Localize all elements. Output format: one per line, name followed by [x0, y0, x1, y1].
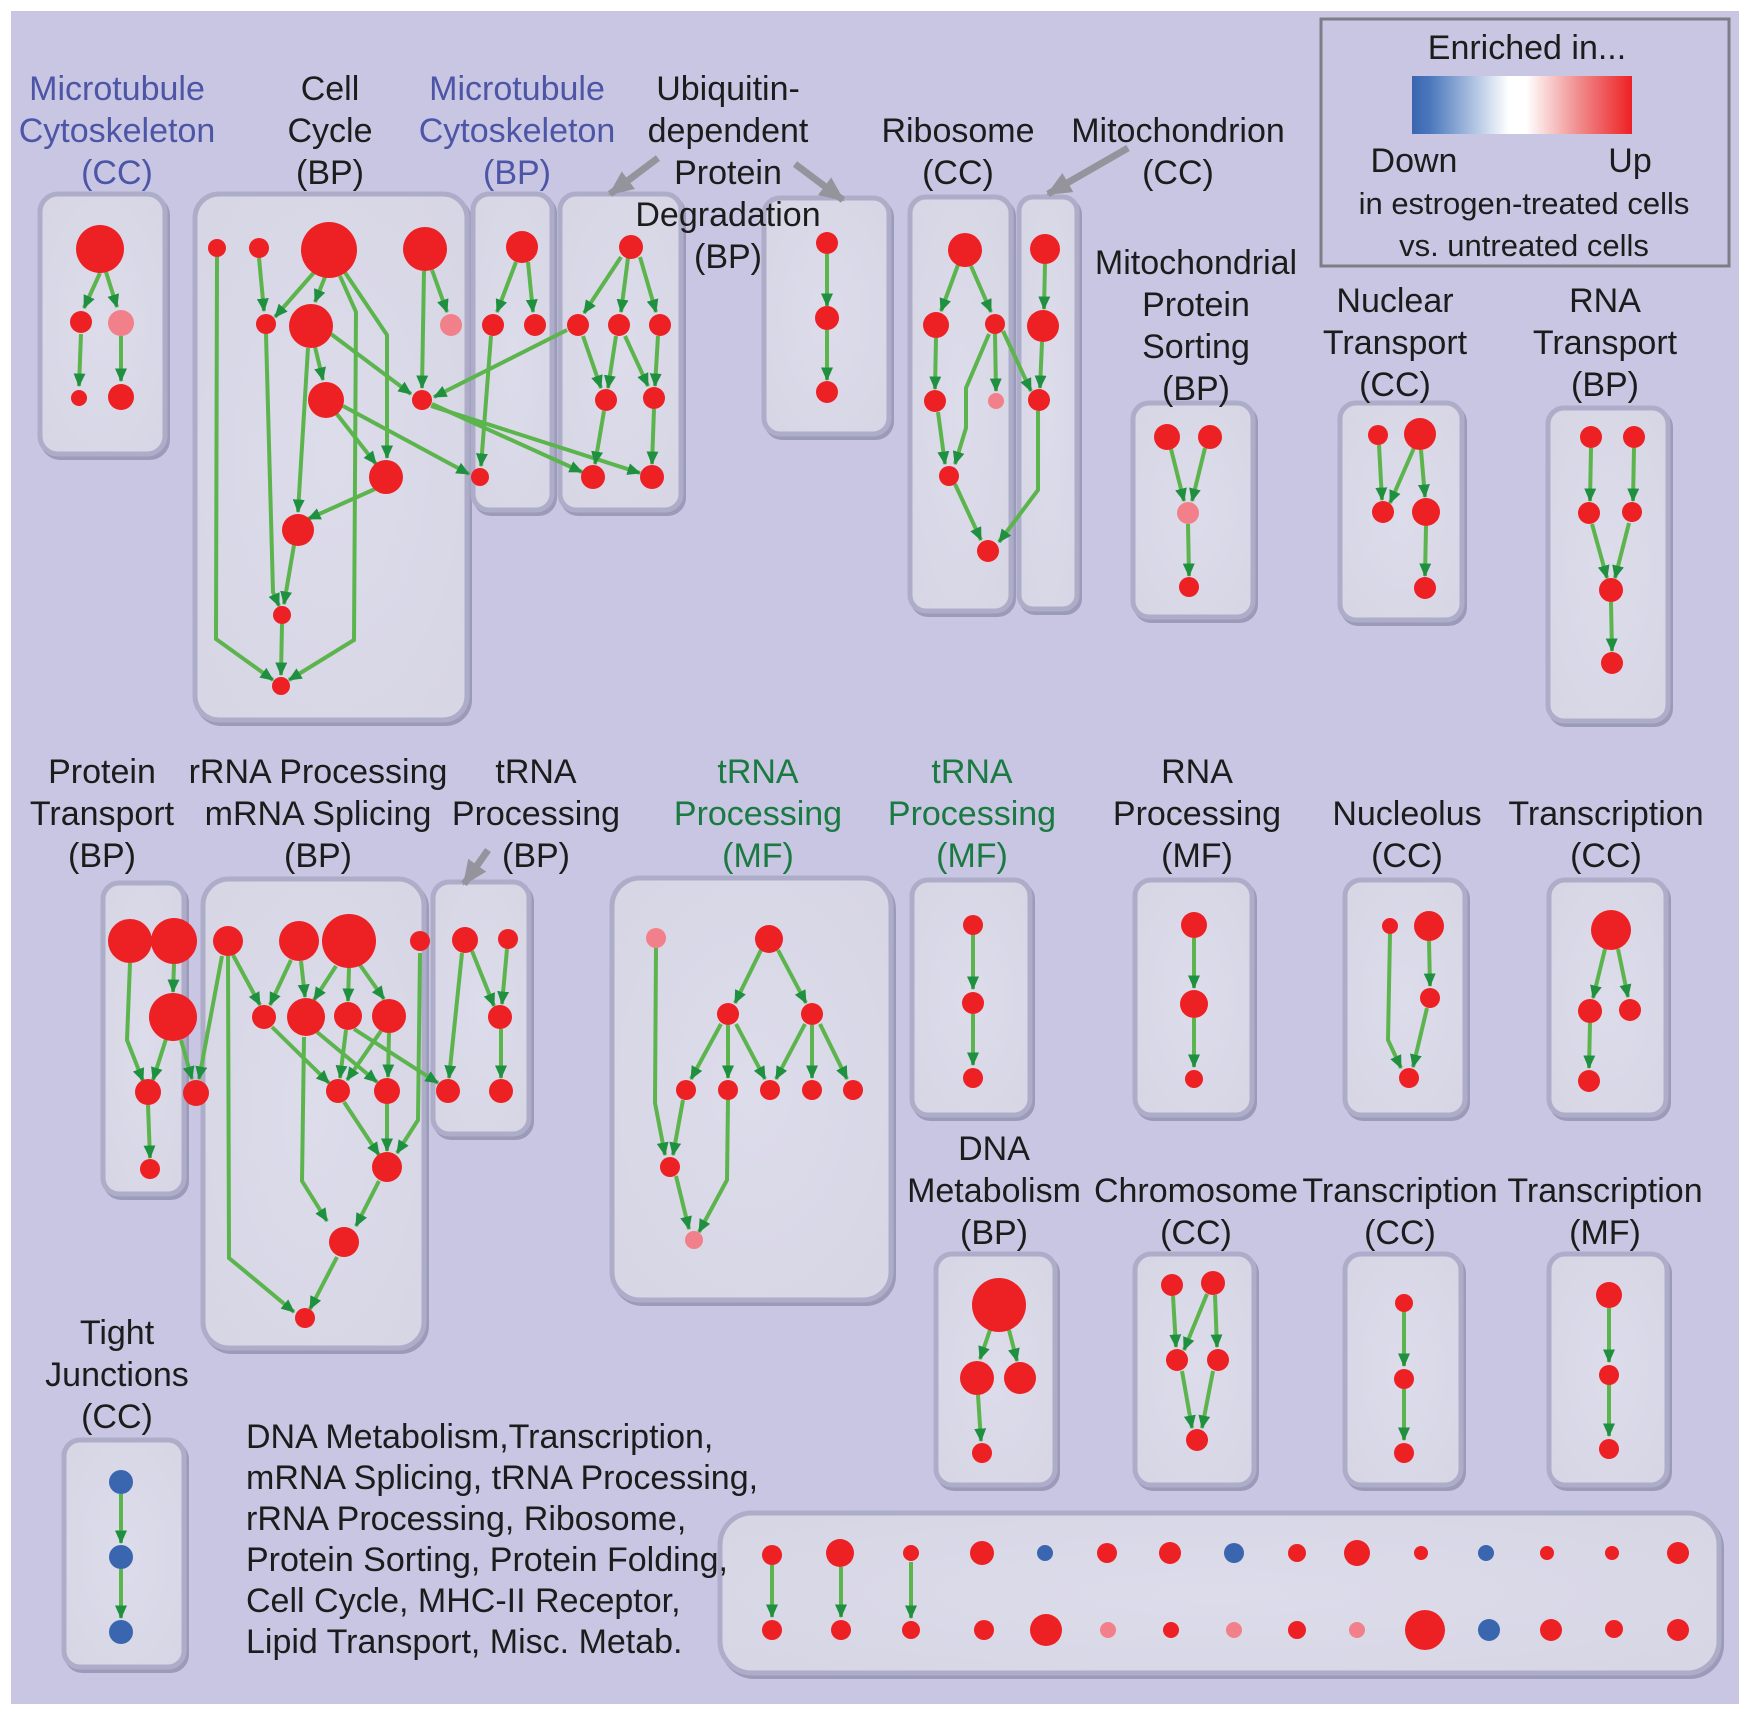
- svg-text:dependent: dependent: [648, 112, 809, 150]
- svg-text:in estrogen-treated cells: in estrogen-treated cells: [1359, 186, 1690, 221]
- svg-text:mRNA Splicing, tRNA Processing: mRNA Splicing, tRNA Processing,: [246, 1459, 758, 1497]
- svg-text:Mitochondrial: Mitochondrial: [1095, 244, 1297, 282]
- svg-text:Protein: Protein: [1142, 286, 1250, 324]
- svg-text:Processing: Processing: [674, 795, 842, 833]
- svg-text:Chromosome: Chromosome: [1094, 1172, 1298, 1210]
- svg-text:Ribosome: Ribosome: [881, 112, 1034, 150]
- svg-text:(BP): (BP): [1571, 366, 1639, 404]
- svg-text:Enriched in...: Enriched in...: [1428, 29, 1626, 67]
- svg-text:Processing: Processing: [452, 795, 620, 833]
- svg-text:Protein: Protein: [48, 753, 156, 791]
- svg-text:(BP): (BP): [960, 1214, 1028, 1252]
- svg-text:Sorting: Sorting: [1142, 328, 1250, 366]
- svg-text:rRNA Processing: rRNA Processing: [189, 753, 448, 791]
- svg-text:Metabolism: Metabolism: [907, 1172, 1081, 1210]
- svg-text:tRNA: tRNA: [495, 753, 577, 791]
- svg-text:Processing: Processing: [1113, 795, 1281, 833]
- svg-text:(CC): (CC): [1570, 837, 1642, 875]
- svg-text:tRNA: tRNA: [717, 753, 799, 791]
- svg-text:Transport: Transport: [1533, 324, 1678, 362]
- svg-text:Protein Sorting, Protein Foldi: Protein Sorting, Protein Folding,: [246, 1541, 728, 1579]
- svg-text:(CC): (CC): [922, 154, 994, 192]
- svg-text:(CC): (CC): [1364, 1214, 1436, 1252]
- svg-text:(BP): (BP): [1162, 370, 1230, 408]
- svg-text:(BP): (BP): [296, 154, 364, 192]
- svg-text:Microtubule: Microtubule: [429, 70, 605, 108]
- svg-text:Transcription: Transcription: [1302, 1172, 1497, 1210]
- svg-text:Junctions: Junctions: [45, 1356, 189, 1394]
- svg-text:Cytoskeleton: Cytoskeleton: [419, 112, 616, 150]
- svg-text:rRNA Processing, Ribosome,: rRNA Processing, Ribosome,: [246, 1500, 686, 1538]
- svg-text:(MF): (MF): [722, 837, 794, 875]
- svg-text:Down: Down: [1371, 142, 1458, 180]
- svg-text:(BP): (BP): [483, 154, 551, 192]
- svg-text:vs. untreated cells: vs. untreated cells: [1399, 228, 1649, 263]
- svg-text:Up: Up: [1608, 142, 1651, 180]
- svg-text:Nuclear: Nuclear: [1336, 282, 1453, 320]
- svg-text:Cell: Cell: [301, 70, 360, 108]
- svg-text:(MF): (MF): [1161, 837, 1233, 875]
- svg-text:Cytoskeleton: Cytoskeleton: [19, 112, 216, 150]
- svg-text:(MF): (MF): [936, 837, 1008, 875]
- svg-text:Lipid Transport, Misc. Metab.: Lipid Transport, Misc. Metab.: [246, 1623, 683, 1661]
- svg-text:RNA: RNA: [1161, 753, 1233, 791]
- svg-text:(CC): (CC): [1142, 154, 1214, 192]
- svg-text:Tight: Tight: [80, 1314, 155, 1352]
- svg-text:tRNA: tRNA: [931, 753, 1013, 791]
- svg-text:Nucleolus: Nucleolus: [1332, 795, 1481, 833]
- svg-text:(BP): (BP): [284, 837, 352, 875]
- svg-text:DNA Metabolism,Transcription,: DNA Metabolism,Transcription,: [246, 1418, 713, 1456]
- svg-text:Cell Cycle, MHC-II Receptor,: Cell Cycle, MHC-II Receptor,: [246, 1582, 681, 1620]
- svg-text:Ubiquitin-: Ubiquitin-: [656, 70, 800, 108]
- svg-text:(CC): (CC): [81, 154, 153, 192]
- svg-text:Transcription: Transcription: [1508, 795, 1703, 833]
- svg-text:(BP): (BP): [694, 238, 762, 276]
- svg-text:(CC): (CC): [1371, 837, 1443, 875]
- svg-text:Cycle: Cycle: [287, 112, 372, 150]
- svg-text:Microtubule: Microtubule: [29, 70, 205, 108]
- svg-text:DNA: DNA: [958, 1130, 1030, 1168]
- svg-text:Transport: Transport: [30, 795, 175, 833]
- svg-text:Protein: Protein: [674, 154, 782, 192]
- svg-text:(BP): (BP): [502, 837, 570, 875]
- svg-text:Transcription: Transcription: [1507, 1172, 1702, 1210]
- svg-text:(BP): (BP): [68, 837, 136, 875]
- svg-text:Transport: Transport: [1323, 324, 1468, 362]
- svg-text:mRNA Splicing: mRNA Splicing: [205, 795, 432, 833]
- svg-text:(CC): (CC): [1160, 1214, 1232, 1252]
- svg-text:RNA: RNA: [1569, 282, 1641, 320]
- svg-text:Mitochondrion: Mitochondrion: [1071, 112, 1285, 150]
- svg-text:Processing: Processing: [888, 795, 1056, 833]
- svg-text:(CC): (CC): [81, 1398, 153, 1436]
- svg-text:(CC): (CC): [1359, 366, 1431, 404]
- svg-text:(MF): (MF): [1569, 1214, 1641, 1252]
- svg-text:Degradation: Degradation: [635, 196, 820, 234]
